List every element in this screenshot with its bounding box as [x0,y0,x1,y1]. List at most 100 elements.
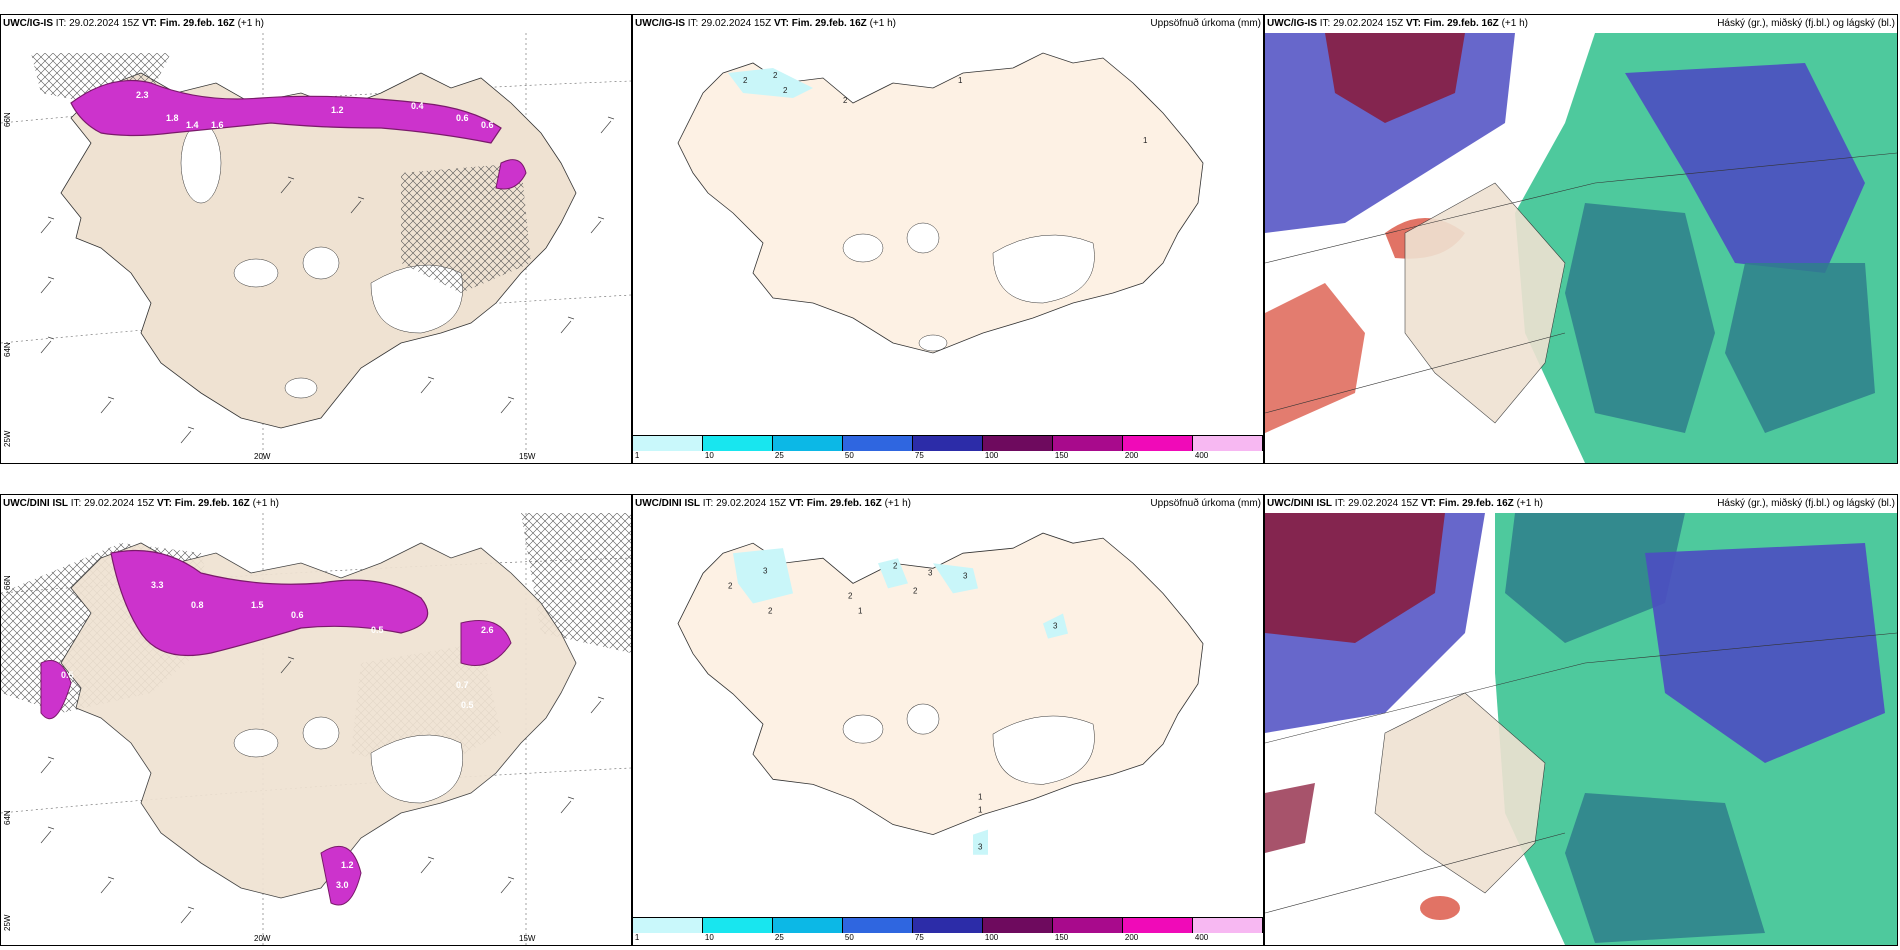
panel-header: UWC/DINI ISL IT: 29.02.2024 15Z VT: Fim.… [635,496,1261,512]
map-area [1265,513,1897,945]
svg-text:1.2: 1.2 [341,860,354,870]
legend-swatch [1193,436,1263,451]
iceland-land [677,52,1204,354]
legend-swatch [843,918,913,933]
legend-swatch [983,436,1053,451]
panel-header: UWC/IG-IS IT: 29.02.2024 15Z VT: Fim. 29… [635,16,1261,32]
precip-accum-map-dini: UWC/DINI ISL IT: 29.02.2024 15Z VT: Fim.… [632,494,1264,946]
svg-text:2: 2 [773,71,778,80]
panel-header: UWC/DINI ISL IT: 29.02.2024 15Z VT: Fim.… [3,498,279,509]
svg-text:1.2: 1.2 [331,105,344,115]
lat-label-66n: 66N [3,575,12,590]
legend-tick-label: 25 [774,933,784,942]
legend-tick-label: 50 [844,933,854,942]
legend-tick-label: 10 [704,933,714,942]
svg-text:0.5: 0.5 [371,625,384,635]
legend-tick-label: 100 [984,933,999,942]
legend-tick-label: 100 [984,451,999,460]
lon-label-15w: 15W [519,934,536,943]
precip-accum-map-igis: UWC/IG-IS IT: 29.02.2024 15Z VT: Fim. 29… [632,14,1264,464]
legend-tick-label: 75 [914,933,924,942]
svg-text:0.6: 0.6 [481,120,494,130]
svg-text:1.4: 1.4 [186,120,199,130]
svg-text:3: 3 [763,566,768,575]
svg-text:0.5: 0.5 [461,700,474,710]
legend-tick-label: 400 [1194,933,1209,942]
precip-band [70,80,502,144]
legend-tick-label: 75 [914,451,924,460]
svg-text:3: 3 [928,568,933,577]
precip-legend: 1 10 25 50 75 100 150 200 400 [633,435,1263,463]
svg-text:2.3: 2.3 [136,90,149,100]
panel-header: UWC/IG-IS IT: 29.02.2024 15Z VT: Fim. 29… [3,18,264,29]
wind-precip-map-igis: UWC/IG-IS IT: 29.02.2024 15Z VT: Fim. 29… [0,14,632,464]
panel-variable: Uppsöfnuð úrkoma (mm) [1150,498,1261,509]
map-area [1265,33,1897,463]
svg-text:3: 3 [963,571,968,580]
legend-tick-label: 400 [1194,451,1209,460]
lon-label-20w: 20W [254,452,271,461]
svg-text:2: 2 [768,606,773,615]
svg-text:1: 1 [1143,136,1148,145]
legend-tick-label: 1 [634,933,640,942]
legend-swatch [1053,918,1123,933]
lon-label-25w: 25W [3,430,12,447]
svg-text:0.5: 0.5 [61,670,74,680]
precip-band [110,550,429,656]
legend-tick-label: 25 [774,451,784,460]
legend-swatch [1123,918,1193,933]
svg-text:1: 1 [978,792,983,801]
cloud-cover-map-dini: UWC/DINI ISL IT: 29.02.2024 15Z VT: Fim.… [1264,494,1898,946]
legend-tick-label: 200 [1124,451,1139,460]
lon-label-15w: 15W [519,452,536,461]
legend-tick-label: 150 [1054,933,1069,942]
svg-text:0.4: 0.4 [411,101,424,111]
svg-text:3.3: 3.3 [151,580,164,590]
legend-swatch [1123,436,1193,451]
legend-swatch [983,918,1053,933]
legend-tick-label: 200 [1124,933,1139,942]
legend-swatch [1053,436,1123,451]
legend-swatch [1193,918,1263,933]
legend-tick-label: 50 [844,451,854,460]
svg-text:3.0: 3.0 [336,880,349,890]
lat-label-64n: 64N [3,810,12,825]
svg-text:1: 1 [978,805,983,814]
svg-text:2: 2 [743,76,748,85]
legend-swatch [703,436,773,451]
svg-text:2: 2 [913,586,918,595]
svg-text:1.8: 1.8 [166,113,179,123]
svg-text:1.6: 1.6 [211,120,224,130]
legend-tick-label: 1 [634,451,640,460]
legend-tick-label: 10 [704,451,714,460]
legend-swatch [773,918,843,933]
lat-label-66n: 66N [3,112,12,127]
wind-precip-map-dini: UWC/DINI ISL IT: 29.02.2024 15Z VT: Fim.… [0,494,632,946]
svg-text:2: 2 [893,561,898,570]
svg-text:1: 1 [858,606,863,615]
legend-swatch [633,918,703,933]
svg-text:2: 2 [848,591,853,600]
map-area: 2.3 1.8 1.4 1.6 0.4 0.6 0.6 1.2 [1,33,631,463]
legend-swatch [913,436,983,451]
svg-text:2.6: 2.6 [481,625,494,635]
svg-text:3: 3 [978,843,983,852]
svg-text:2: 2 [843,96,848,105]
svg-text:1: 1 [958,76,963,85]
legend-swatch [843,436,913,451]
map-area: 3.3 0.8 1.5 0.6 0.5 0.5 2.6 3.0 1.2 0.5 … [1,513,631,945]
legend-swatch [703,918,773,933]
svg-text:0.6: 0.6 [456,113,469,123]
svg-text:2: 2 [783,86,788,95]
legend-swatch [773,436,843,451]
lon-label-20w: 20W [254,934,271,943]
lat-label-64n: 64N [3,342,12,357]
legend-swatch [913,918,983,933]
panel-variable: Háský (gr.), miðský (fj.bl.) og lágský (… [1717,498,1895,509]
map-area: 2 2 2 2 1 1 [633,33,1263,433]
panel-header: UWC/DINI ISL IT: 29.02.2024 15Z VT: Fim.… [1267,496,1895,512]
svg-text:2: 2 [728,581,733,590]
panel-header: UWC/IG-IS IT: 29.02.2024 15Z VT: Fim. 29… [1267,16,1895,32]
panel-variable: Háský (gr.), miðský (fj.bl.) og lágský (… [1717,18,1895,29]
legend-swatch [633,436,703,451]
